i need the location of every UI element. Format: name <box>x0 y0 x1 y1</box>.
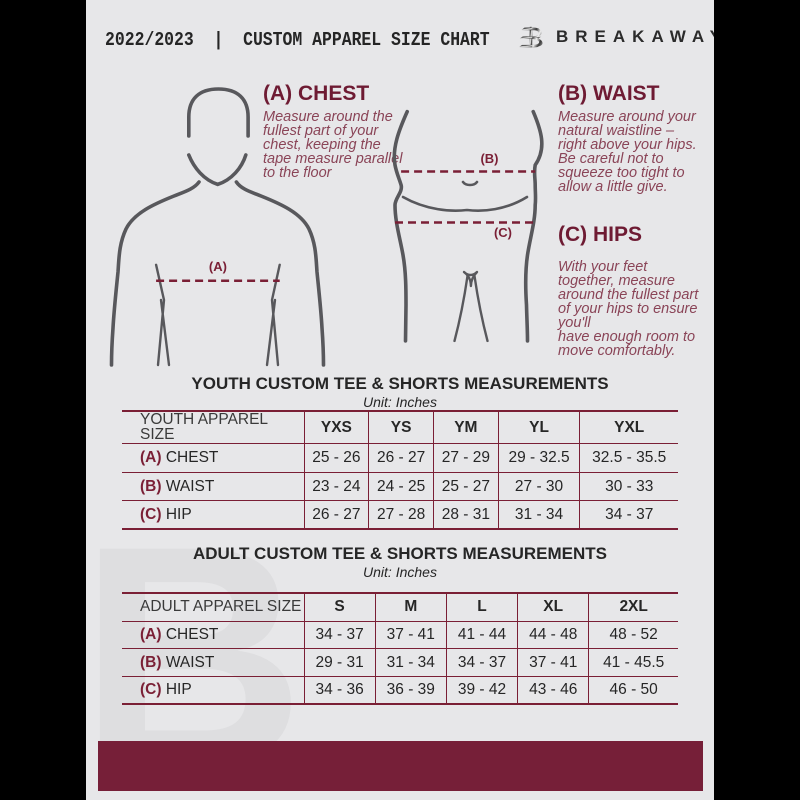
svg-text:(C): (C) <box>494 225 512 240</box>
svg-text:(B): (B) <box>480 151 498 166</box>
svg-text:(A): (A) <box>209 259 227 274</box>
